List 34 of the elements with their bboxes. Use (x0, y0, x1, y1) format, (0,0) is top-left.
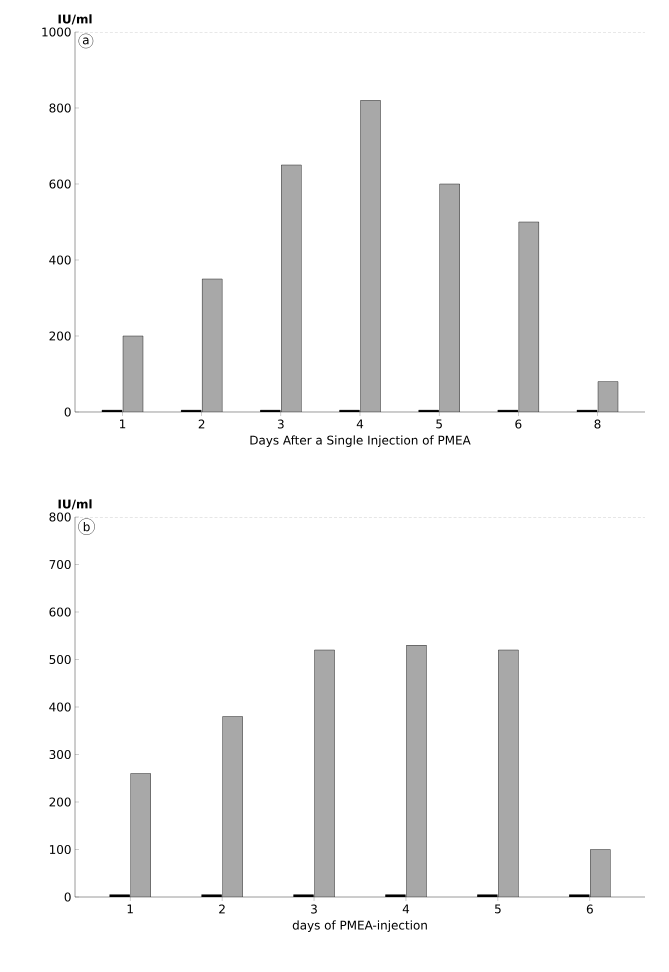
x-tick-label: 5 (436, 420, 442, 428)
annotation: a (82, 38, 88, 44)
y-tick-label: 100 (50, 844, 71, 854)
y-tick-label: 200 (50, 331, 71, 341)
x-axis-title: days of PMEA-injection (292, 920, 427, 932)
y-tick-label: 500 (50, 654, 71, 664)
y-tick-label: 600 (49, 179, 71, 189)
x-tick-label: 3 (311, 904, 317, 914)
y-tick-label: 800 (49, 512, 71, 522)
y-axis-title: IU/ml (58, 499, 92, 510)
y-tick-label: 400 (49, 255, 71, 265)
x-tick-label: 5 (495, 904, 501, 914)
x-tick-label: 1 (128, 904, 133, 914)
y-tick-label: 0 (64, 892, 71, 902)
annotation: b (84, 522, 90, 532)
x-tick-label: 6 (586, 904, 593, 914)
y-tick-label: 700 (50, 560, 71, 570)
y-tick-label: 1000 (42, 27, 71, 37)
y-tick-label: 800 (49, 103, 71, 113)
x-tick-label: 4 (402, 904, 410, 914)
x-tick-label: 4 (356, 420, 364, 428)
y-tick-label: 300 (50, 750, 71, 760)
x-tick-label: 1 (120, 420, 126, 428)
y-tick-label: 200 (50, 797, 71, 807)
y-axis-title: IU/ml (58, 14, 92, 24)
y-tick-label: 600 (49, 607, 71, 617)
x-axis-title: Days After a Single Injection of PMEA (250, 435, 471, 447)
y-tick-label: 400 (49, 702, 71, 712)
x-tick-label: 8 (594, 420, 600, 429)
x-tick-label: 2 (198, 420, 204, 428)
x-tick-label: 2 (219, 904, 225, 914)
x-tick-label: 6 (515, 420, 522, 429)
y-tick-label: 0 (64, 407, 71, 417)
x-tick-label: 3 (278, 420, 284, 429)
